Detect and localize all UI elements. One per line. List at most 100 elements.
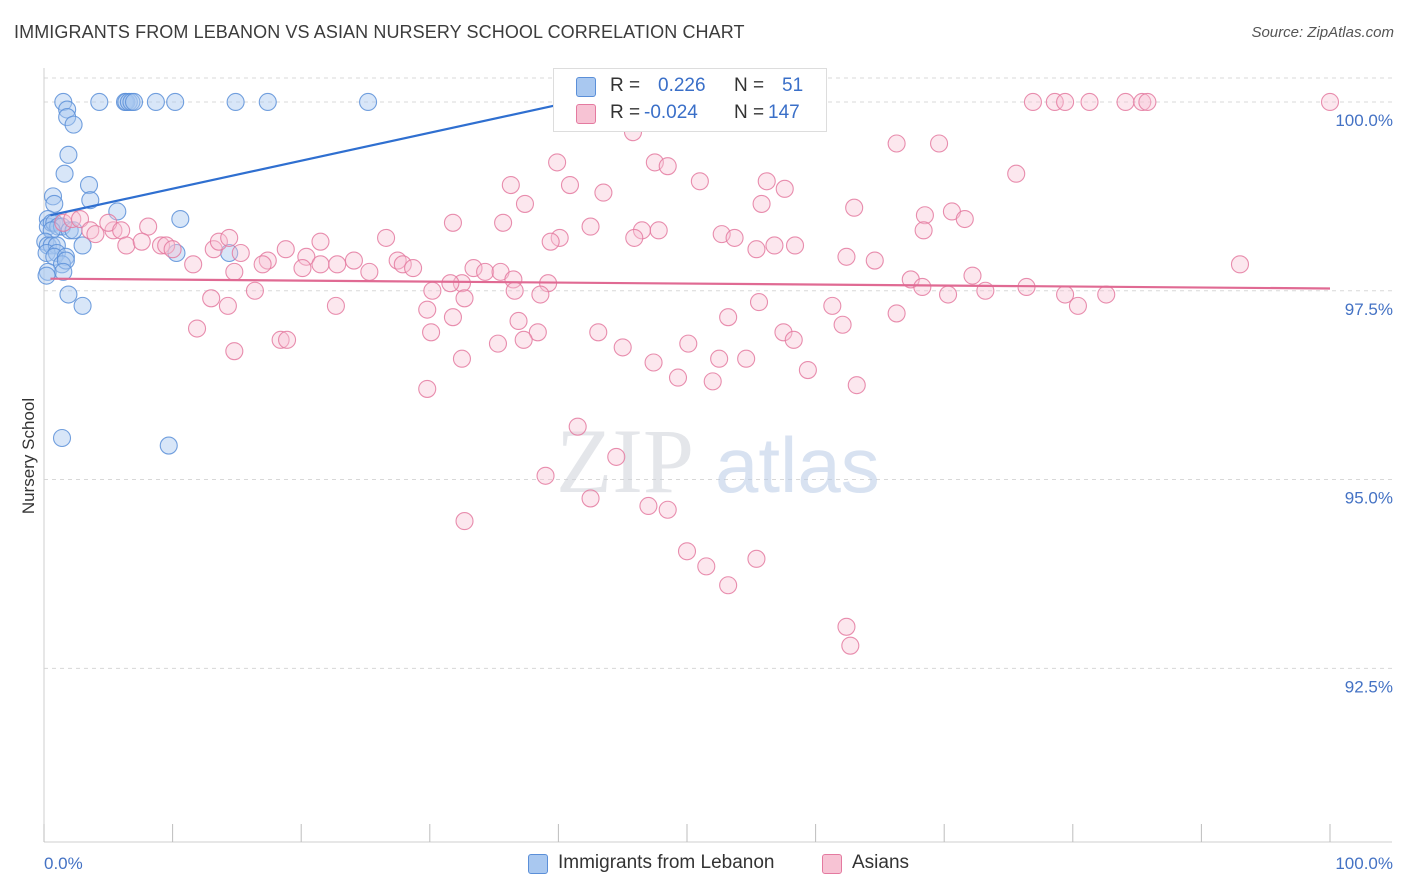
- data-point: [568, 417, 587, 436]
- data-point: [253, 255, 272, 274]
- data-point: [747, 549, 766, 568]
- data-point: [752, 194, 771, 213]
- legend-swatch-asians: [576, 104, 596, 124]
- data-point: [163, 240, 182, 259]
- data-point: [719, 576, 738, 595]
- data-point: [488, 334, 508, 353]
- trend-line: [50, 277, 1331, 290]
- watermark-atlas: atlas: [715, 421, 880, 509]
- data-point: [710, 349, 729, 368]
- data-point: [81, 191, 100, 210]
- data-point: [1080, 92, 1099, 112]
- data-point: [422, 323, 441, 342]
- data-point: [90, 92, 109, 112]
- x-tick-label: 100.0%: [1335, 854, 1393, 873]
- legend-label-asians: Asians: [852, 852, 910, 873]
- watermark-zip: ZIP: [556, 410, 694, 512]
- data-point: [423, 281, 442, 300]
- data-point: [833, 315, 852, 334]
- legend-row-lebanon: R = 0.226 N = 51: [554, 73, 826, 101]
- data-point: [785, 236, 805, 255]
- data-point: [703, 372, 722, 391]
- trend-lines: [50, 100, 1331, 290]
- data-point: [679, 334, 698, 353]
- data-point: [359, 92, 378, 112]
- data-point: [171, 209, 190, 229]
- legend-n-value: 51: [782, 75, 804, 96]
- data-point: [443, 213, 462, 232]
- data-point: [668, 368, 688, 387]
- data-point: [117, 236, 136, 255]
- data-point: [1068, 296, 1087, 315]
- data-point: [187, 319, 207, 338]
- data-point: [737, 349, 756, 368]
- data-point: [528, 323, 547, 342]
- data-point: [841, 636, 860, 655]
- data-point: [690, 172, 709, 191]
- data-point: [719, 308, 738, 327]
- data-point: [218, 296, 237, 315]
- data-point: [146, 92, 165, 112]
- data-point: [658, 500, 677, 519]
- data-point: [73, 296, 92, 315]
- data-point: [226, 92, 245, 112]
- data-point: [1097, 285, 1116, 304]
- data-point: [915, 206, 934, 225]
- data-point: [58, 100, 77, 119]
- data-point: [581, 489, 600, 508]
- data-point: [914, 221, 933, 240]
- data-point: [939, 285, 958, 304]
- data-point: [823, 296, 842, 315]
- data-point: [55, 164, 74, 183]
- data-point: [278, 330, 297, 349]
- legend-r-label: R =: [610, 75, 641, 96]
- data-point: [311, 232, 330, 251]
- data-point: [455, 289, 474, 308]
- data-point: [913, 277, 932, 297]
- legend-n-value: 147: [768, 102, 800, 123]
- data-point: [757, 172, 776, 191]
- data-point: [159, 436, 178, 455]
- watermark: ZIP atlas: [556, 410, 880, 512]
- data-point: [86, 225, 105, 244]
- data-point: [73, 236, 92, 255]
- legend-label-lebanon: Immigrants from Lebanon: [558, 852, 775, 873]
- data-point: [749, 293, 769, 312]
- legend-r-value: 0.226: [658, 75, 706, 96]
- tick-labels: 100.0% 97.5% 95.0% 92.5% 0.0% 100.0%: [44, 111, 1393, 873]
- data-point: [418, 379, 437, 398]
- data-point: [560, 175, 580, 195]
- legend-n-label: N =: [734, 75, 765, 96]
- data-point: [887, 134, 906, 153]
- y-tick-label: 97.5%: [1345, 300, 1393, 319]
- grid-lines: [44, 77, 1392, 669]
- data-point: [271, 330, 290, 349]
- data-point: [45, 194, 64, 213]
- data-point: [404, 259, 423, 278]
- data-point: [56, 251, 75, 270]
- data-point: [955, 209, 974, 229]
- data-point: [132, 232, 151, 251]
- y-axis-label: Nursery School: [19, 398, 38, 514]
- y-tick-label: 100.0%: [1335, 111, 1393, 130]
- data-point: [202, 289, 221, 308]
- data-point: [52, 428, 72, 448]
- series-asians-points: [54, 92, 1340, 655]
- series-lebanon-points: [36, 92, 378, 455]
- data-point: [245, 281, 264, 300]
- data-point: [276, 240, 295, 259]
- data-point: [1045, 92, 1064, 112]
- legend-swatch-lebanon: [576, 77, 596, 97]
- data-point: [963, 266, 982, 285]
- data-point: [775, 179, 794, 198]
- data-point: [747, 240, 766, 259]
- data-point: [1138, 92, 1157, 112]
- data-point: [625, 228, 644, 247]
- data-point: [443, 308, 462, 327]
- data-point: [644, 353, 663, 372]
- data-point: [847, 376, 866, 395]
- data-point: [581, 217, 600, 236]
- data-point: [418, 300, 437, 319]
- data-point: [328, 255, 347, 274]
